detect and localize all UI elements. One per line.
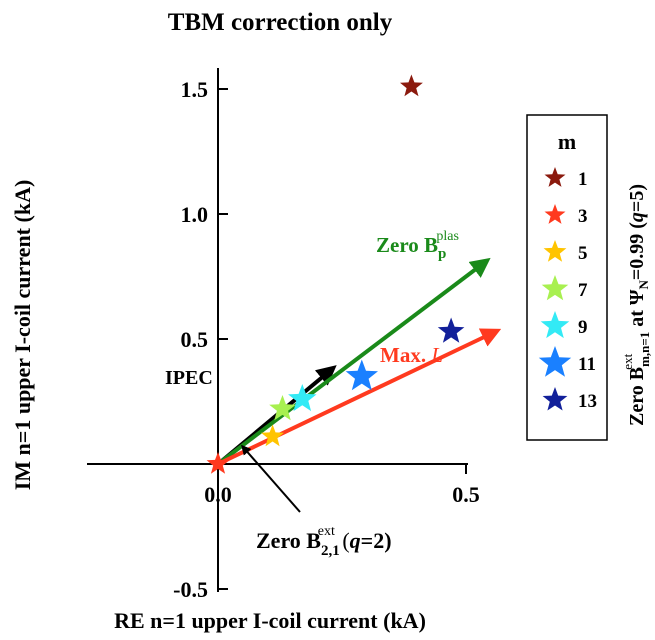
legend-label-m-11: 11 xyxy=(578,354,596,375)
legend-star-m-13 xyxy=(542,387,568,411)
data-point-m-9 xyxy=(288,384,317,412)
zero-bp-main: Zero B xyxy=(376,233,438,257)
zero-bp-sub: p xyxy=(438,246,446,262)
chart-title: TBM correction only xyxy=(168,9,393,36)
data-point-m-11 xyxy=(345,359,378,391)
zero-b21-pointer xyxy=(241,444,301,513)
y-tick-label: 0.5 xyxy=(181,327,209,352)
side-main: Zero B xyxy=(626,367,648,426)
maxl-italic: L xyxy=(430,343,443,367)
data-points xyxy=(206,74,465,474)
y-axis-label: IM n=1 upper I-coil current (kA) xyxy=(10,180,35,491)
annotation-zero-b21: Zero B2,1 ext (q=2) xyxy=(256,524,392,559)
legend-label-m-5: 5 xyxy=(578,243,588,264)
annotation-max-l: Max. L xyxy=(380,343,443,367)
zero-bp-sup: plas xyxy=(436,229,459,244)
legend-title: m xyxy=(558,129,576,154)
side-q: q xyxy=(626,212,648,222)
legend-star-m-7 xyxy=(541,275,569,301)
arrows xyxy=(216,257,502,466)
legend-label-m-3: 3 xyxy=(578,206,588,227)
data-point-m-5 xyxy=(261,424,284,447)
legend-star-m-11 xyxy=(538,346,572,377)
zero-b21-q-open: ( xyxy=(337,528,350,553)
zero-b21-q: q xyxy=(350,528,361,553)
zero-b21-sup: ext xyxy=(318,524,335,539)
zero-b21-sub: 2,1 xyxy=(321,543,340,559)
data-point-m-3 xyxy=(206,452,230,474)
arrow-max-l xyxy=(217,328,502,466)
annotation-ipec: IPEC xyxy=(165,367,213,389)
legend-side-label: Zero Bm,n=1ext at ΨN=0.99 (q=5) xyxy=(620,184,652,426)
legend-star-m-9 xyxy=(540,311,570,339)
y-tick-label: -0.5 xyxy=(173,577,208,602)
legend-label-m-9: 9 xyxy=(578,317,588,338)
y-tick-label: 1.0 xyxy=(181,202,209,227)
legend-label-m-1: 1 xyxy=(578,169,588,190)
axis-ticks: -0.50.00.51.0-0.50.51.01.5 xyxy=(173,77,480,602)
legend-label-m-7: 7 xyxy=(578,280,588,301)
data-point-m-7 xyxy=(269,395,296,421)
side-end: =5) xyxy=(626,184,648,212)
legend-box xyxy=(526,114,608,441)
annotation-zero-bp-plas: Zero Bp plas xyxy=(376,229,459,262)
legend-star-m-1 xyxy=(544,167,566,187)
side-tail: =0.99 ( xyxy=(626,222,648,280)
zero-b21-main: Zero B xyxy=(256,528,321,553)
x-axis-label: RE n=1 upper I-coil current (kA) xyxy=(114,608,426,633)
maxl-main: Max. xyxy=(380,343,431,367)
data-point-m-13 xyxy=(437,317,465,343)
side-rest: at Ψ xyxy=(626,289,648,332)
side-sub: m,n=1 xyxy=(637,332,652,367)
zero-b21-q-close: =2) xyxy=(361,528,392,553)
legend-star-m-5 xyxy=(543,240,567,262)
data-point-m-1 xyxy=(400,74,423,97)
y-tick-label: 1.5 xyxy=(181,77,209,102)
legend-label-m-13: 13 xyxy=(578,391,597,412)
side-rest-sub: N xyxy=(636,280,651,290)
legend-star-m-3 xyxy=(544,204,566,224)
side-sup: ext xyxy=(620,353,635,369)
x-tick-label: 0.5 xyxy=(452,482,480,507)
arrow-zero-b-p-plas xyxy=(216,257,491,466)
x-tick-label: 0.0 xyxy=(204,482,232,507)
